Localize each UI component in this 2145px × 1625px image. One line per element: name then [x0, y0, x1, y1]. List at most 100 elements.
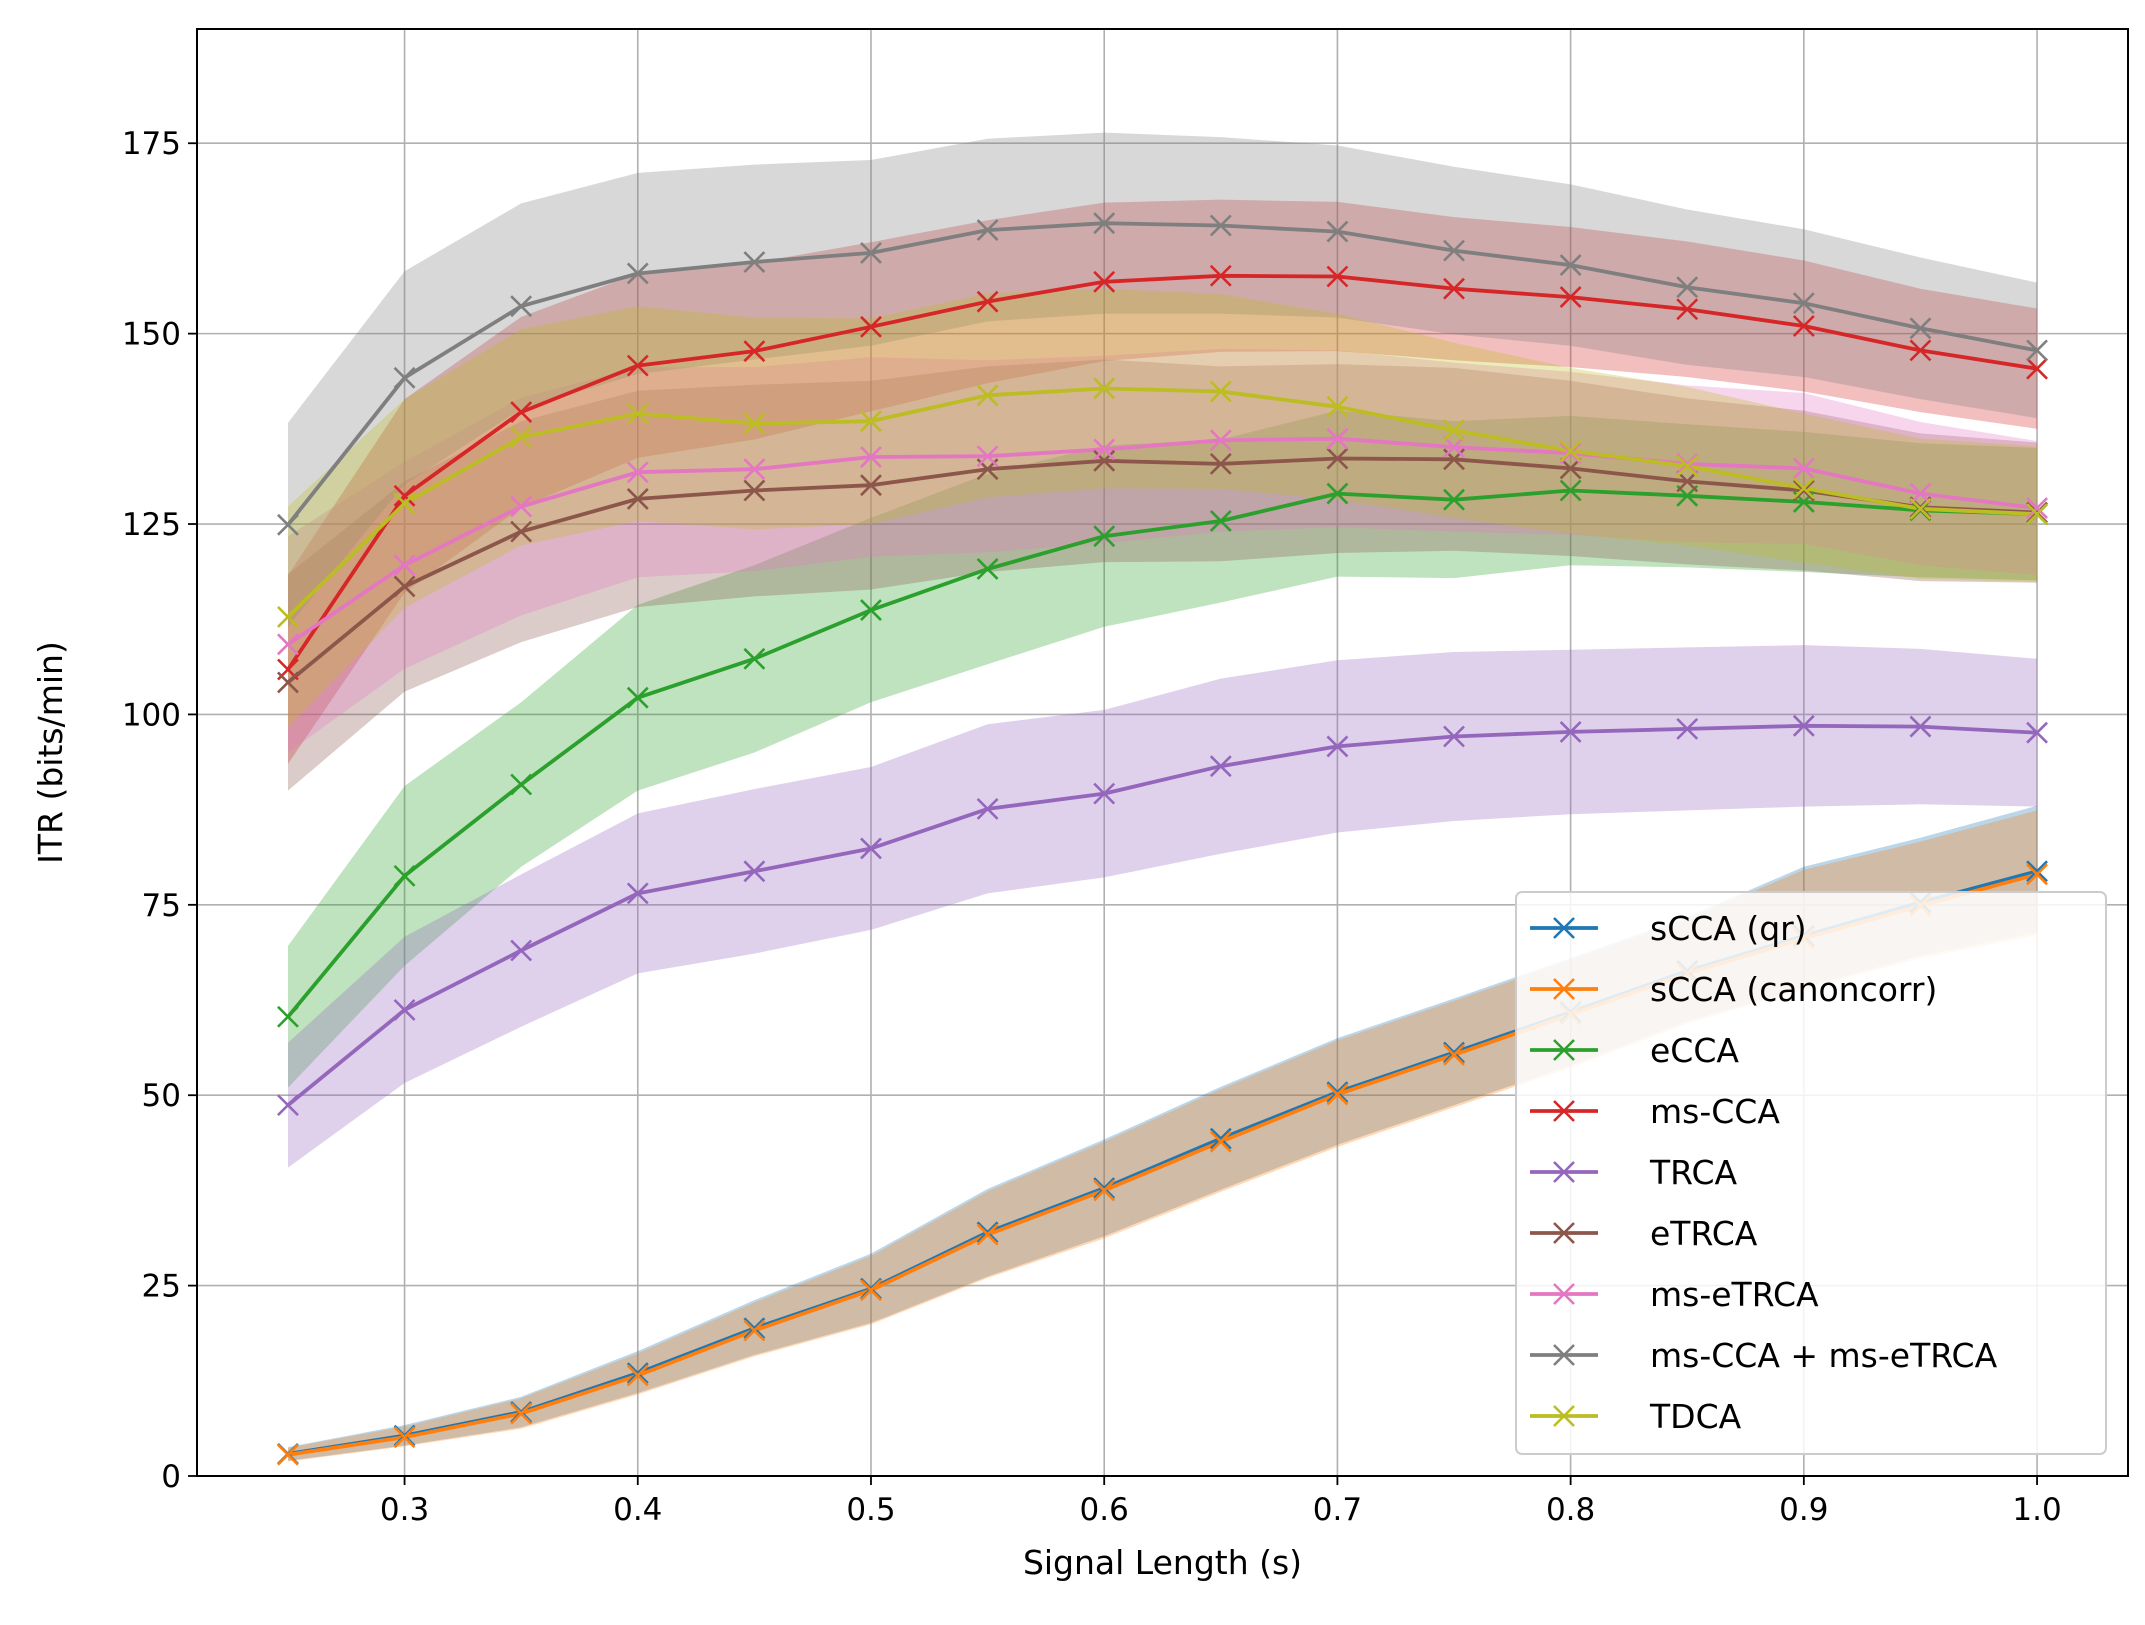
- point-scca-canoncorr-: [1093, 1179, 1116, 1202]
- legend-label: ms-eTRCA: [1650, 1275, 1819, 1314]
- legend-label: sCCA (qr): [1650, 909, 1807, 948]
- line-ms-etrca: [286, 436, 2038, 646]
- point-trca: [1792, 714, 1815, 737]
- point-ms-cca-ms-etrca: [743, 251, 766, 273]
- line-ecca: [286, 488, 2038, 1019]
- point-ms-cca-ms-etrca: [1443, 239, 1465, 262]
- point-scca-qr-: [743, 1317, 766, 1340]
- line-ms-cca-ms-etrca: [286, 221, 2038, 526]
- legend-label: TDCA: [1649, 1397, 1742, 1436]
- point-ms-etrca: [1559, 442, 1582, 465]
- y-tick-label: 125: [122, 507, 181, 543]
- point-scca-qr-: [976, 1221, 999, 1244]
- point-ms-cca: [1326, 265, 1349, 288]
- point-ms-cca: [860, 315, 882, 338]
- point-ms-cca-ms-etrca: [626, 262, 649, 285]
- point-ms-cca: [976, 290, 999, 313]
- point-ms-cca-ms-etrca: [510, 295, 533, 318]
- point-ecca: [277, 1005, 299, 1028]
- point-etrca: [510, 520, 533, 543]
- point-etrca: [860, 474, 882, 497]
- x-tick-label: 0.8: [1546, 1492, 1595, 1528]
- point-ecca: [976, 558, 999, 580]
- point-scca-qr-: [2026, 860, 2048, 883]
- legend-marker: [1553, 1039, 1575, 1061]
- point-ms-cca-ms-etrca: [1093, 212, 1116, 235]
- point-ms-etrca: [1326, 427, 1349, 450]
- point-ms-cca-ms-etrca: [277, 513, 299, 536]
- point-etrca: [626, 487, 649, 510]
- plot-frame: [196, 28, 2129, 1477]
- point-ms-etrca: [860, 446, 882, 468]
- legend-item: sCCA (qr): [1530, 909, 1807, 948]
- point-trca: [743, 860, 766, 883]
- legend-item: TRCA: [1530, 1153, 1737, 1192]
- point-scca-canoncorr-: [1443, 1043, 1465, 1066]
- point-ms-etrca: [1676, 452, 1699, 475]
- y-tick-label: 50: [142, 1078, 181, 1114]
- legend-marker: [1553, 917, 1575, 939]
- point-ms-cca-ms-etrca: [860, 241, 882, 264]
- legend-item: eTRCA: [1530, 1214, 1758, 1253]
- point-ecca: [743, 647, 766, 670]
- point-tdca: [860, 410, 882, 433]
- point-scca-canoncorr-: [860, 1279, 882, 1302]
- point-trca: [860, 837, 882, 860]
- point-trca: [976, 797, 999, 820]
- point-ms-etrca: [1909, 482, 1932, 505]
- x-axis-label: Signal Length (s): [1023, 1543, 1302, 1582]
- point-scca-qr-: [1326, 1081, 1349, 1104]
- line-ms-cca: [286, 273, 2038, 671]
- point-tdca: [1909, 497, 1932, 520]
- point-tdca: [1559, 439, 1582, 462]
- point-scca-canoncorr-: [510, 1402, 533, 1425]
- y-tick-label: 25: [142, 1269, 181, 1305]
- point-ms-etrca: [743, 458, 766, 481]
- point-ms-cca: [626, 354, 649, 377]
- point-tdca: [743, 412, 766, 435]
- point-trca: [2026, 721, 2048, 744]
- legend-item: TDCA: [1530, 1397, 1742, 1436]
- point-trca: [1093, 782, 1116, 805]
- legend-marker: [1553, 1100, 1575, 1122]
- point-scca-canoncorr-: [277, 1443, 299, 1466]
- point-ecca: [393, 864, 416, 887]
- point-ms-cca: [1792, 315, 1815, 337]
- point-ms-etrca: [510, 495, 533, 518]
- point-ms-cca-ms-etrca: [393, 366, 416, 389]
- legend-marker: [1553, 1161, 1575, 1183]
- point-tdca: [2026, 503, 2048, 526]
- point-tdca: [1326, 395, 1349, 418]
- legend-marker: [1553, 1405, 1575, 1427]
- legend-item: sCCA (canoncorr): [1530, 970, 1937, 1009]
- point-tdca: [510, 426, 533, 449]
- legend-label: ms-CCA + ms-eTRCA: [1650, 1336, 1998, 1375]
- point-scca-qr-: [1443, 1041, 1465, 1064]
- legend-item: ms-CCA: [1530, 1092, 1780, 1131]
- band-ecca: [288, 410, 2037, 1088]
- band-etrca: [288, 359, 2037, 791]
- point-ecca: [626, 686, 649, 709]
- x-tick-label: 0.3: [380, 1492, 429, 1528]
- band-tdca: [288, 288, 2037, 728]
- point-trca: [626, 882, 649, 905]
- point-ms-etrca: [1209, 429, 1232, 452]
- point-ms-cca-ms-etrca: [1326, 220, 1349, 243]
- point-ms-etrca: [626, 461, 649, 484]
- point-ms-cca: [510, 401, 533, 423]
- point-ms-cca: [743, 340, 766, 363]
- y-tick-label: 100: [122, 697, 181, 733]
- point-etrca: [277, 671, 299, 694]
- point-ms-cca: [1909, 339, 1932, 362]
- legend-label: eTRCA: [1650, 1214, 1758, 1253]
- point-trca: [1559, 721, 1582, 743]
- point-trca: [1209, 755, 1232, 778]
- line-etrca: [286, 456, 2038, 684]
- point-scca-canoncorr-: [743, 1319, 766, 1342]
- x-tick-label: 0.6: [1080, 1492, 1129, 1528]
- point-ms-cca-ms-etrca: [1676, 276, 1699, 299]
- point-ms-etrca: [1443, 436, 1465, 459]
- x-tick-label: 0.5: [846, 1492, 895, 1528]
- point-ecca: [860, 599, 882, 622]
